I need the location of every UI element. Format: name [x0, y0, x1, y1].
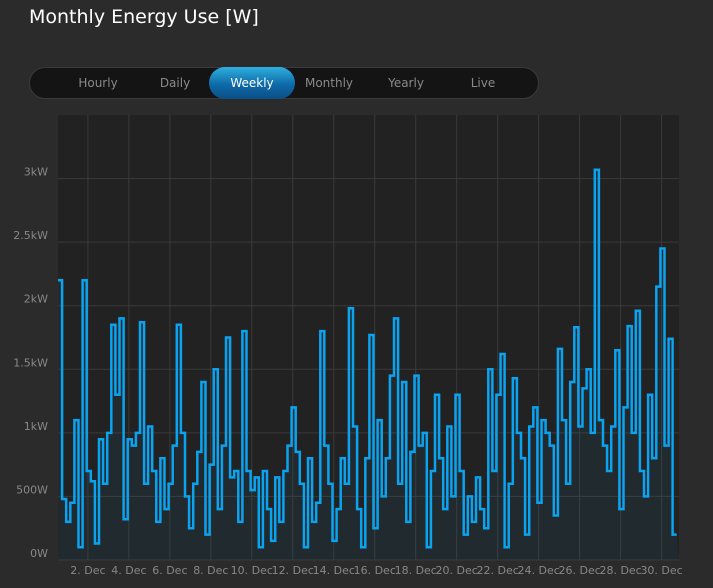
period-tab-bar: Hourly Daily Weekly Monthly Yearly Live: [29, 67, 539, 99]
x-tick-label: 6. Dec: [152, 564, 187, 577]
y-tick-label: 0W: [30, 547, 48, 560]
x-tick-label: 2. Dec: [70, 564, 105, 577]
x-tick-label: 12. Dec: [272, 564, 314, 577]
series-area: [58, 169, 679, 560]
x-tick-label: 8. Dec: [193, 564, 228, 577]
x-tick-label: 24. Dec: [518, 564, 560, 577]
x-tick-label: 30. Dec: [640, 564, 682, 577]
tab-hourly[interactable]: Hourly: [78, 76, 118, 90]
tab-daily[interactable]: Daily: [159, 76, 191, 90]
x-tick-label: 20. Dec: [436, 564, 478, 577]
y-tick-label: 500W: [16, 483, 48, 496]
tab-yearly[interactable]: Yearly: [388, 76, 424, 90]
x-tick-label: 14. Dec: [313, 564, 355, 577]
x-tick-label: 10. Dec: [231, 564, 273, 577]
y-tick-label: 2.5kW: [13, 229, 48, 242]
y-tick-label: 2kW: [24, 293, 48, 306]
x-tick-label: 4. Dec: [111, 564, 146, 577]
x-tick-label: 16. Dec: [354, 564, 396, 577]
x-tick-label: 26. Dec: [558, 564, 600, 577]
series-line: [58, 168, 677, 549]
x-tick-label: 22. Dec: [477, 564, 519, 577]
x-tick-label: 18. Dec: [395, 564, 437, 577]
x-tick-label: 28. Dec: [599, 564, 641, 577]
tab-live[interactable]: Live: [470, 76, 496, 90]
y-tick-label: 1kW: [24, 420, 48, 433]
tab-weekly[interactable]: Weekly: [209, 67, 295, 99]
y-tick-label: 1.5kW: [13, 356, 48, 369]
y-tick-label: 3kW: [24, 166, 48, 179]
page-title: Monthly Energy Use [W]: [29, 6, 259, 28]
tab-monthly[interactable]: Monthly: [304, 76, 354, 90]
